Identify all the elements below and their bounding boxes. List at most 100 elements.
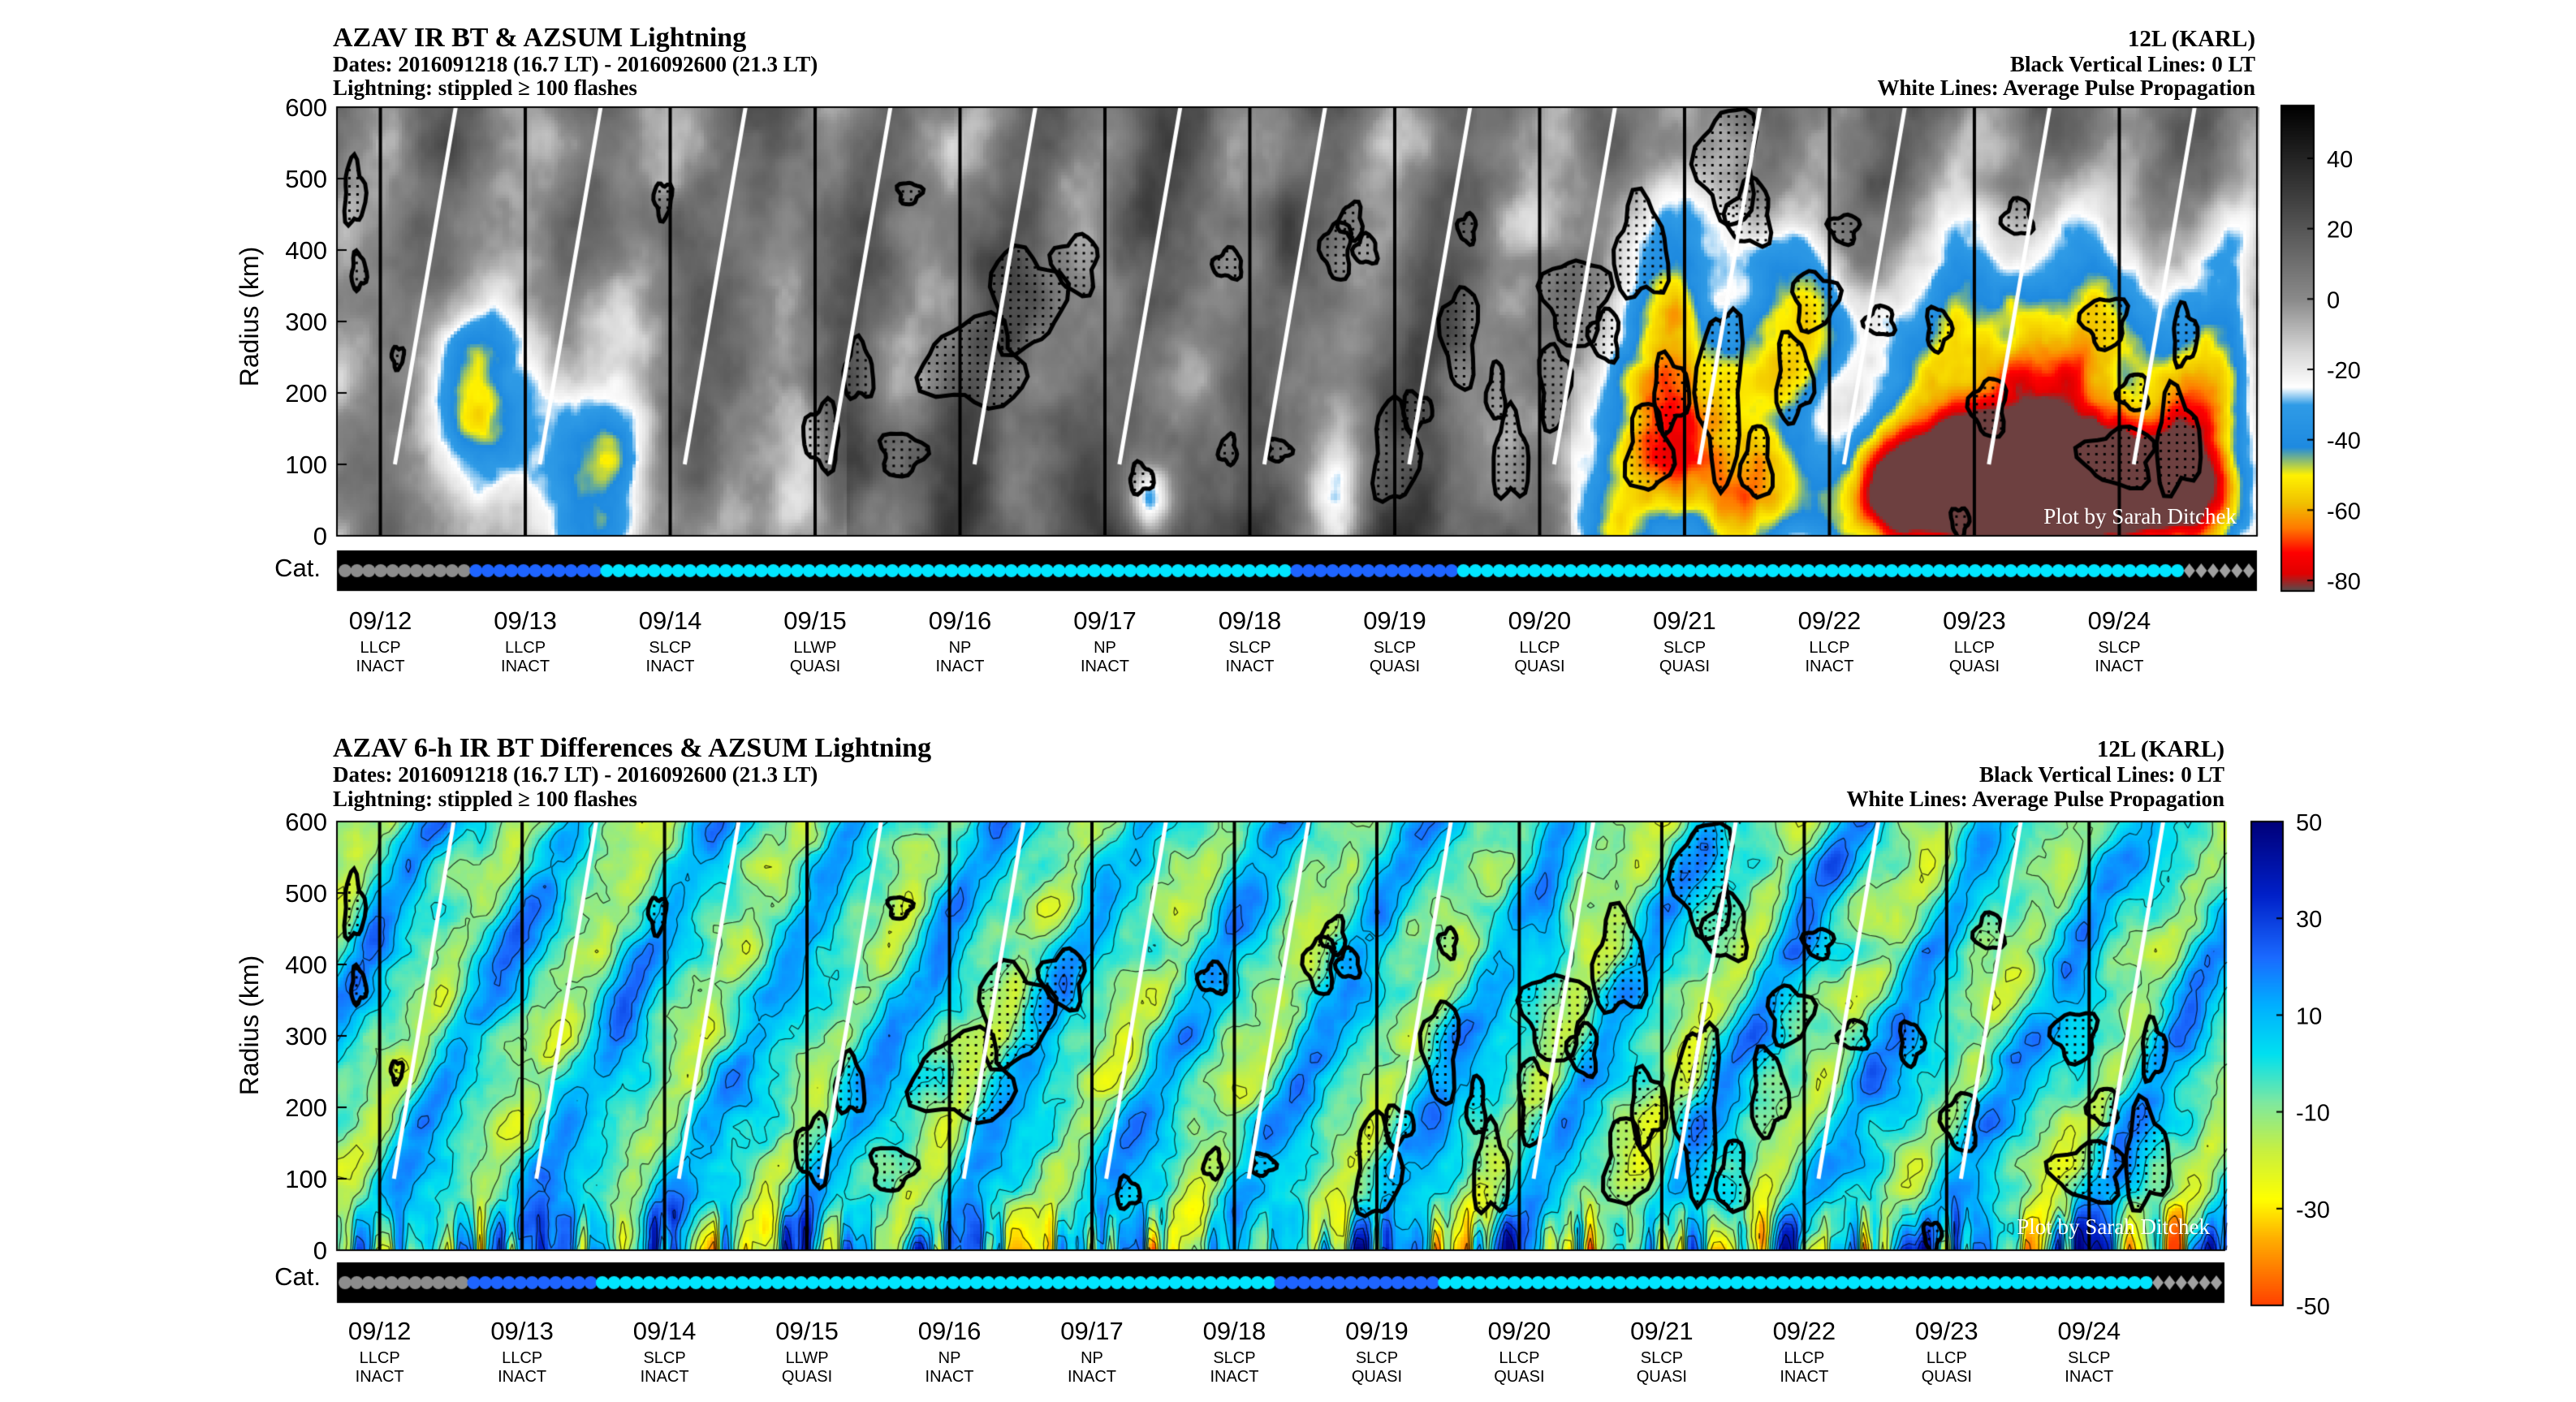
activity-label: INACT [2065, 1368, 2113, 1386]
activity-label: QUASI [1370, 658, 1420, 675]
date-label: 09/19 [1345, 1317, 1409, 1345]
activity-label: QUASI [782, 1368, 832, 1386]
panel-ir-watermark: Plot by Sarah Ditchek [2043, 504, 2237, 528]
ytick-label: 500 [285, 165, 327, 193]
shear-class-label: SLCP [2068, 1349, 2110, 1367]
activity-label: INACT [1780, 1368, 1828, 1386]
shear-class-label: NP [1081, 1349, 1103, 1367]
shear-class-label: NP [1094, 639, 1116, 657]
date-label: 09/14 [633, 1317, 697, 1345]
activity-label: QUASI [1514, 658, 1564, 675]
activity-label: QUASI [1949, 658, 2000, 675]
activity-label: INACT [2095, 658, 2143, 675]
activity-label: QUASI [1352, 1368, 1402, 1386]
panel-diff-dates: Dates: 2016091218 (16.7 LT) - 2016092600… [333, 762, 818, 787]
colorbar-tick-label: 0 [2327, 287, 2340, 313]
date-label: 09/20 [1508, 606, 1572, 635]
panel-ir-colorbar-ticks: 40 20 0 -20 -40 -60 -80 [2327, 147, 2361, 595]
panel-diff-lightning-note: Lightning: stippled ≥ 100 flashes [333, 787, 637, 811]
date-label: 09/21 [1653, 606, 1716, 635]
panel-diff-watermark: Plot by Sarah Ditchek [2017, 1214, 2210, 1239]
date-label: 09/15 [783, 606, 847, 635]
colorbar-tick-label: -30 [2296, 1197, 2330, 1223]
ytick-label: 400 [285, 951, 327, 979]
shear-class-label: NP [949, 639, 972, 657]
panel-diff-storm-name: 12L (KARL) [2097, 736, 2224, 762]
ytick-label: 500 [285, 879, 327, 908]
panel-ir-date-labels: 09/12LLCPINACT09/13LLCPINACT09/14SLCPINA… [349, 606, 2151, 675]
shear-class-label: LLCP [1784, 1349, 1824, 1367]
activity-label: INACT [501, 658, 550, 675]
colorbar-tick-label: 10 [2296, 1003, 2322, 1029]
activity-label: INACT [936, 658, 985, 675]
colorbar-tick-label: -10 [2296, 1101, 2330, 1127]
activity-label: INACT [641, 1368, 689, 1386]
panel-ir-title: AZAV IR BT & AZSUM Lightning [333, 23, 746, 53]
date-label: 09/16 [929, 606, 992, 635]
panel-ir-lightning-note: Lightning: stippled ≥ 100 flashes [333, 75, 637, 100]
shear-class-label: SLCP [1663, 639, 1706, 657]
shear-class-label: SLCP [643, 1349, 685, 1367]
shear-class-label: LLWP [786, 1349, 829, 1367]
ytick-label: 600 [285, 93, 327, 122]
shear-class-label: LLCP [1519, 639, 1560, 657]
date-label: 09/23 [1943, 606, 2006, 635]
colorbar-tick-label: 30 [2296, 907, 2322, 933]
shear-class-label: SLCP [1641, 1349, 1683, 1367]
date-label: 09/21 [1630, 1317, 1694, 1345]
panel-diff-yticks: 0 100 200 300 400 500 600 [285, 808, 327, 1265]
ytick-label: 100 [285, 1165, 327, 1193]
date-label: 09/18 [1219, 606, 1282, 635]
panel-ir-dates: Dates: 2016091218 (16.7 LT) - 2016092600… [333, 52, 818, 76]
panel-ir-black-lines-note: Black Vertical Lines: 0 LT [2010, 52, 2255, 76]
shear-class-label: LLWP [794, 639, 837, 657]
panel-ir-white-lines-note: White Lines: Average Pulse Propagation [1878, 75, 2255, 100]
colorbar-tick-label: -40 [2327, 429, 2361, 455]
shear-class-label: SLCP [1374, 639, 1416, 657]
panel-ir-header: AZAV IR BT & AZSUM Lightning Dates: 2016… [333, 23, 2255, 100]
date-label: 09/15 [775, 1317, 839, 1345]
activity-label: QUASI [1494, 1368, 1544, 1386]
shear-class-label: SLCP [1213, 1349, 1255, 1367]
activity-label: QUASI [1922, 1368, 1972, 1386]
activity-label: INACT [1081, 658, 1129, 675]
ytick-label: 100 [285, 451, 327, 479]
panel-diff-date-labels: 09/12LLCPINACT09/13LLCPINACT09/14SLCPINA… [348, 1317, 2121, 1386]
panel-ir-cat-label: Cat. [274, 554, 321, 582]
date-label: 09/14 [639, 606, 702, 635]
date-label: 09/23 [1915, 1317, 1978, 1345]
shear-class-label: SLCP [1228, 639, 1271, 657]
ytick-label: 0 [313, 1236, 327, 1265]
date-label: 09/18 [1203, 1317, 1266, 1345]
date-label: 09/13 [490, 1317, 554, 1345]
colorbar-tick-label: -50 [2296, 1294, 2330, 1320]
shear-class-label: LLCP [1954, 639, 1995, 657]
shear-class-label: LLCP [1499, 1349, 1539, 1367]
colorbar-tick-label: -80 [2327, 569, 2361, 595]
panel-ir-storm-name: 12L (KARL) [2128, 26, 2255, 52]
activity-label: QUASI [1659, 658, 1710, 675]
activity-label: INACT [926, 1368, 974, 1386]
activity-label: INACT [1210, 1368, 1258, 1386]
shear-class-label: LLCP [502, 1349, 542, 1367]
panel-diff-colorbar-ticks: 50 30 10 -10 -30 -50 [2296, 810, 2330, 1320]
ytick-label: 200 [285, 379, 327, 408]
date-label: 09/16 [918, 1317, 982, 1345]
activity-label: INACT [1068, 1368, 1116, 1386]
panel-diff-header: AZAV 6-h IR BT Differences & AZSUM Light… [333, 733, 2224, 811]
date-label: 09/20 [1488, 1317, 1551, 1345]
date-label: 09/12 [348, 1317, 412, 1345]
ytick-label: 200 [285, 1094, 327, 1122]
ytick-label: 300 [285, 1022, 327, 1050]
date-label: 09/22 [1798, 606, 1862, 635]
shear-class-label: LLCP [505, 639, 546, 657]
ytick-label: 0 [313, 522, 327, 550]
ytick-label: 600 [285, 808, 327, 836]
activity-label: INACT [1805, 658, 1853, 675]
activity-label: INACT [646, 658, 695, 675]
activity-label: INACT [356, 1368, 404, 1386]
shear-class-label: LLCP [1809, 639, 1849, 657]
panel-diff-black-lines-note: Black Vertical Lines: 0 LT [1979, 762, 2224, 787]
